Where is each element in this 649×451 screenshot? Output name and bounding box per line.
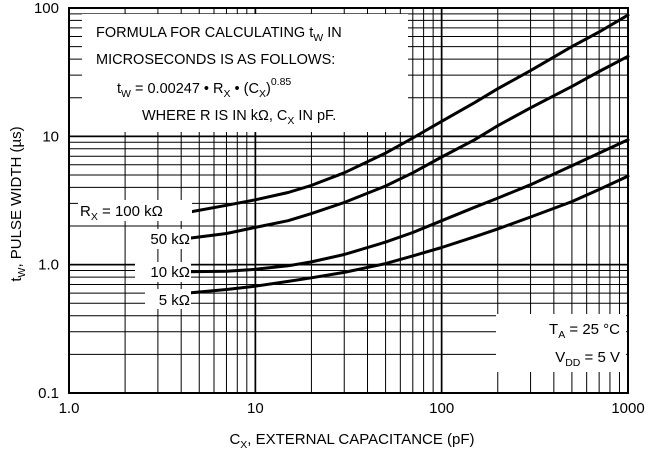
plot-frame: [68, 7, 629, 394]
formula-line-4: WHERE R IS IN kΩ, CX IN pF.: [142, 108, 336, 127]
curves: [185, 13, 630, 295]
series-label-50k: 50 kΩ: [150, 231, 190, 248]
y-tick-label: 0.1: [38, 385, 59, 402]
formula-box: [82, 14, 408, 132]
formula-line-2: MICROSECONDS IS AS FOLLOWS:: [96, 52, 335, 68]
series-line-2: [185, 54, 630, 240]
formula-line-1: FORMULA FOR CALCULATING tW IN: [96, 25, 342, 44]
series-label-10k: 10 kΩ: [150, 264, 190, 281]
series-line-3: [185, 138, 630, 274]
series-label-100k: RX = 100 kΩ: [80, 203, 163, 223]
formula-line-3: tW = 0.00247 • RX • (CX)0.85: [117, 76, 291, 100]
label-bg-5k: [145, 289, 191, 309]
y-tick-labels: 0.1 1.0 10 100: [34, 0, 59, 402]
condition-vdd: VDD = 5 V: [555, 349, 620, 369]
x-tick-label: 10: [247, 400, 264, 417]
label-bg-100k: [78, 200, 192, 221]
label-bg-10k: [135, 262, 191, 282]
y-tick-label: 100: [34, 0, 59, 17]
y-tick-label: 10: [42, 128, 59, 145]
conditions-box: [496, 314, 626, 372]
y-tick-label: 1.0: [38, 257, 59, 274]
condition-ta: TA = 25 °C: [549, 321, 620, 341]
x-tick-labels: 1.0 10 100 1000: [59, 400, 645, 417]
series-line-1: [185, 13, 630, 214]
x-tick-label: 1000: [611, 400, 644, 417]
series-line-4: [185, 174, 630, 295]
x-tick-label: 100: [429, 400, 454, 417]
x-axis-title: CX, EXTERNAL CAPACITANCE (pF): [229, 431, 474, 451]
series-label-5k: 5 kΩ: [159, 292, 190, 309]
label-bg-50k: [135, 229, 191, 249]
x-tick-label: 1.0: [59, 400, 80, 417]
y-axis-title: tW, PULSE WIDTH (µs): [8, 126, 28, 281]
